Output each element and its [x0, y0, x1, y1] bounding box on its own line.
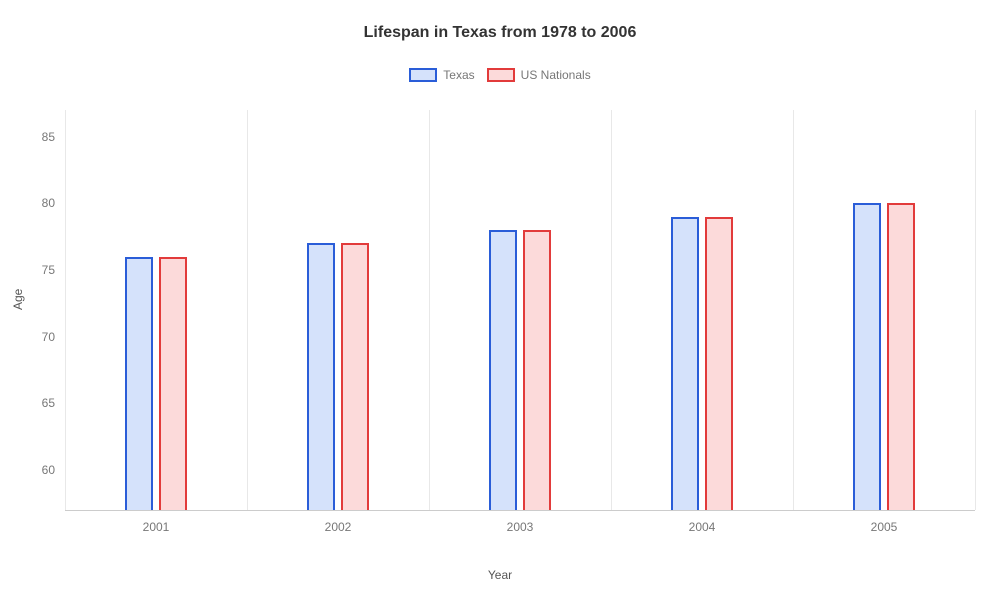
chart-container: Lifespan in Texas from 1978 to 2006 Texa… — [0, 0, 1000, 600]
legend-swatch — [409, 68, 437, 82]
gridline-vertical — [793, 110, 794, 510]
legend-item: Texas — [409, 68, 474, 82]
x-tick-label: 2003 — [507, 520, 534, 534]
x-tick-label: 2005 — [871, 520, 898, 534]
bar — [125, 257, 153, 510]
x-axis-title: Year — [488, 568, 512, 582]
bar — [671, 217, 699, 510]
legend: Texas US Nationals — [0, 68, 1000, 82]
gridline-vertical — [975, 110, 976, 510]
bar — [307, 243, 335, 510]
chart-title: Lifespan in Texas from 1978 to 2006 — [0, 0, 1000, 42]
bar — [159, 257, 187, 510]
y-tick-label: 85 — [42, 130, 55, 144]
y-tick-label: 75 — [42, 263, 55, 277]
bar — [523, 230, 551, 510]
y-axis-title: Age — [11, 289, 25, 310]
bar — [887, 203, 915, 510]
gridline-vertical — [429, 110, 430, 510]
legend-label: Texas — [443, 68, 474, 82]
legend-item: US Nationals — [487, 68, 591, 82]
bar — [489, 230, 517, 510]
y-tick-label: 60 — [42, 463, 55, 477]
x-axis-line — [65, 510, 975, 511]
y-tick-label: 70 — [42, 330, 55, 344]
bar — [341, 243, 369, 510]
bar — [853, 203, 881, 510]
legend-swatch — [487, 68, 515, 82]
gridline-vertical — [65, 110, 66, 510]
y-tick-label: 65 — [42, 396, 55, 410]
x-tick-label: 2001 — [143, 520, 170, 534]
gridline-vertical — [611, 110, 612, 510]
x-tick-label: 2004 — [689, 520, 716, 534]
plot-area: 60657075808520012002200320042005 — [65, 110, 975, 510]
y-tick-label: 80 — [42, 196, 55, 210]
bar — [705, 217, 733, 510]
x-tick-label: 2002 — [325, 520, 352, 534]
legend-label: US Nationals — [521, 68, 591, 82]
gridline-vertical — [247, 110, 248, 510]
